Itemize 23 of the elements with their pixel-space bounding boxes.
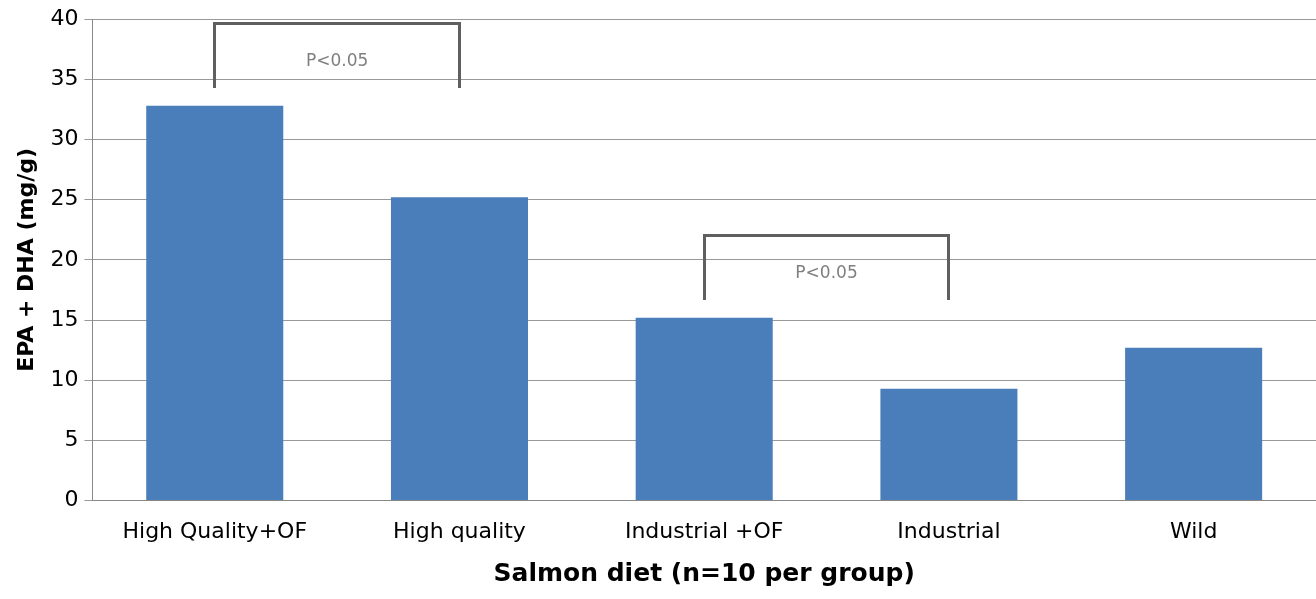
y-tick-label: 0 — [64, 486, 79, 512]
annotation: P<0.05 — [789, 261, 864, 282]
x-tick-label: High quality — [393, 517, 526, 543]
x-tick-label: Industrial — [897, 517, 1001, 543]
bar — [1125, 347, 1263, 501]
bar — [635, 317, 773, 501]
x-tick-label: Industrial +OF — [624, 517, 784, 543]
x-tick-label: Wild — [1169, 517, 1218, 543]
y-tick-label: 35 — [50, 65, 79, 91]
y-axis-title: EPA + DHA (mg/g) — [12, 147, 38, 372]
bar — [880, 388, 1018, 501]
y-tick-label: 30 — [50, 125, 79, 151]
bar — [146, 105, 284, 501]
y-tick-label: 10 — [50, 365, 79, 391]
y-tick-label: 25 — [50, 185, 79, 211]
x-axis-title: Salmon diet (n=10 per group) — [493, 557, 915, 587]
y-tick-label: 40 — [50, 4, 79, 30]
annotation: P<0.05 — [299, 49, 375, 70]
y-tick-label: 15 — [50, 305, 79, 331]
x-tick-label: High Quality+OF — [122, 517, 308, 543]
y-tick-label: 5 — [64, 426, 79, 452]
bar — [390, 197, 528, 501]
y-tick-label: 20 — [50, 245, 79, 271]
